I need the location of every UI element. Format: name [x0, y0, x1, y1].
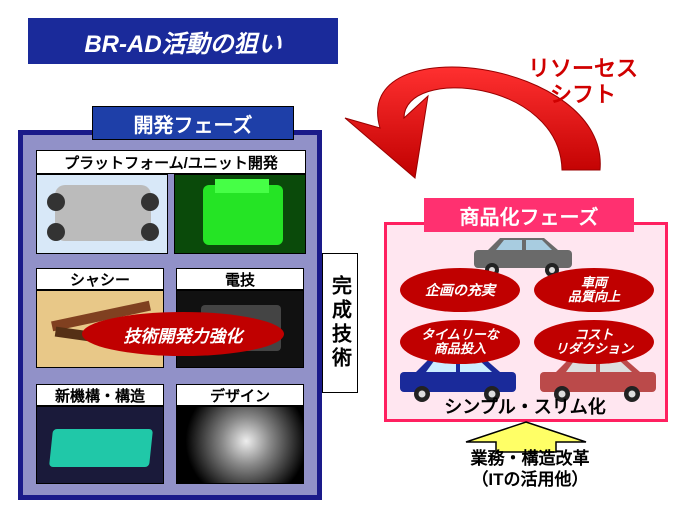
resource-shift-l2: シフト: [528, 82, 638, 108]
commerce-phase-text: 商品化フェーズ: [460, 201, 599, 230]
resource-shift-label: リソーセス シフト: [528, 56, 638, 109]
shinkikou-title: 新機構・構造: [36, 384, 164, 406]
simple-slim-label: シンプル・スリム化: [390, 392, 660, 420]
chassis-title-text: シャシー: [70, 269, 130, 290]
tech-oval-text: 技術開発力強化: [124, 322, 243, 347]
design-title-text: デザイン: [210, 385, 270, 406]
thumb-part: [36, 406, 164, 484]
chassis-title: シャシー: [36, 268, 164, 290]
oval-timely: タイムリーな商品投入: [400, 320, 520, 364]
oval-d-text: コストリダクション: [555, 328, 633, 357]
shinkikou-title-text: 新機構・構造: [55, 385, 145, 406]
oval-b-text: 車両品質向上: [568, 276, 620, 305]
page-title: BR-AD活動の狙い: [28, 18, 338, 64]
oval-sharyou: 車両品質向上: [534, 268, 654, 312]
denki-title: 電技: [176, 268, 304, 290]
resource-shift-l1: リソーセス: [528, 56, 638, 82]
title-text: BR-AD活動の狙い: [84, 24, 281, 59]
commerce-phase-title: 商品化フェーズ: [424, 198, 634, 232]
thumb-design-sphere: [176, 406, 304, 484]
design-title: デザイン: [176, 384, 304, 406]
dev-phase-text: 開発フェーズ: [134, 109, 253, 138]
oval-c-text: タイムリーな商品投入: [421, 328, 499, 357]
simple-slim-text: シンプル・スリム化: [444, 393, 605, 419]
denki-title-text: 電技: [225, 269, 255, 290]
kansei-gijutsu-label: 完成技術: [322, 253, 358, 393]
gyoumu-l1: 業務・構造改革: [471, 448, 590, 469]
vertical-text: 完成技術: [326, 275, 355, 371]
oval-cost: コストリダクション: [534, 320, 654, 364]
oval-a-text: 企画の充実: [425, 280, 495, 300]
thumb-engine: [174, 174, 306, 254]
gyoumu-l2: （ITの活用他）: [471, 469, 588, 490]
platform-title: プラットフォーム/ユニット開発: [36, 150, 306, 174]
tech-strength-oval: 技術開発力強化: [82, 312, 284, 356]
gyoumu-label: 業務・構造改革 （ITの活用他）: [420, 448, 640, 491]
thumb-chassis-underbody: [36, 174, 168, 254]
dev-phase-title: 開発フェーズ: [92, 106, 294, 140]
platform-title-text: プラットフォーム/ユニット開発: [64, 152, 278, 173]
oval-kikaku: 企画の充実: [400, 268, 520, 312]
